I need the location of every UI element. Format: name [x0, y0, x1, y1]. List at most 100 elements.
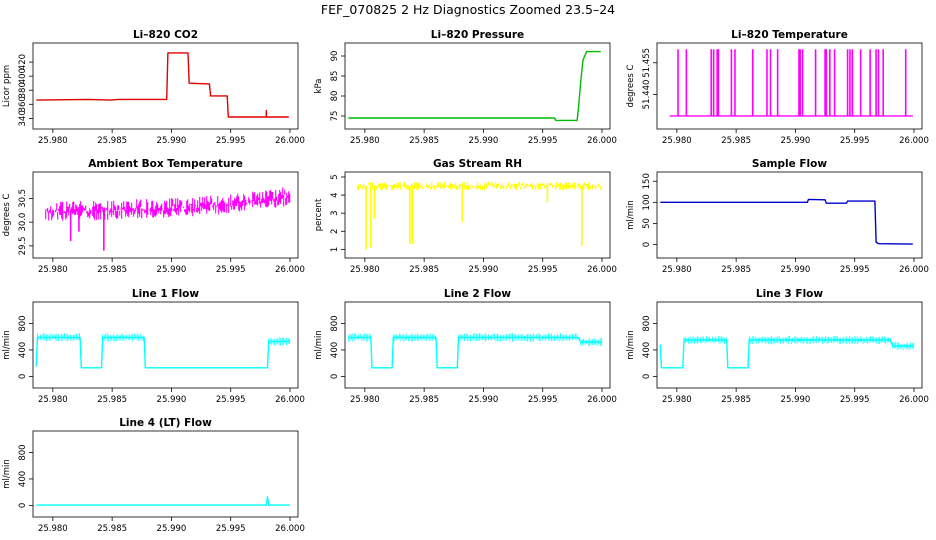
- line-4-lt-flow-xtick-label: 25.990: [157, 524, 187, 534]
- li-820-pressure-ytick-label: 90: [330, 51, 340, 62]
- line-4-lt-flow-xtick-label: 25.995: [216, 524, 246, 534]
- ambient-box-temperature-panel: Ambient Box Temperature degrees C 25.980 25…: [2, 158, 305, 275]
- line-3-flow-series-noise: [683, 335, 915, 350]
- line-1-flow-xtick-label: 26.000: [275, 395, 305, 405]
- ambient-box-temperature-xtick-label: 26.000: [275, 265, 305, 275]
- line-3-flow-ytick-label: 0: [642, 374, 652, 379]
- gas-stream-rh-xtick-label: 25.990: [469, 265, 499, 275]
- line-2-flow-xtick-label: 25.980: [350, 395, 380, 405]
- line-2-flow-ytick-label: 800: [330, 315, 340, 331]
- li-820-pressure-panel: Li–820 Pressure kPa 25.980 25.985 25.990 25.9…: [314, 29, 617, 146]
- line-4-lt-flow-ylabel: ml/min: [2, 459, 12, 489]
- line-1-flow-ytick-label: 400: [18, 342, 28, 358]
- sample-flow-title: Sample Flow: [752, 158, 827, 170]
- ambient-box-temperature-xtick-label: 25.980: [38, 265, 68, 275]
- gas-stream-rh-ytick-label: 4: [330, 192, 340, 197]
- li-820-pressure-xtick-label: 26.000: [587, 136, 617, 146]
- line-3-flow-panel: Line 3 Flow ml/min 25.980 25.985 25.990 25.99…: [626, 288, 929, 405]
- li-820-co2-ytick-label: 360: [18, 96, 28, 112]
- line-2-flow-ylabel: ml/min: [314, 330, 324, 360]
- sample-flow-xtick-label: 26.000: [899, 265, 929, 275]
- line-4-lt-flow-frame: [32, 430, 299, 518]
- li-820-temperature-xtick-label: 25.980: [662, 136, 692, 146]
- sample-flow-xtick-label: 25.980: [662, 265, 692, 275]
- ambient-box-temperature-series-band: [45, 187, 291, 221]
- li-820-temperature-xtick-label: 25.985: [721, 136, 751, 146]
- line-3-flow-xtick-label: 25.980: [662, 395, 692, 405]
- ambient-box-temperature-xtick-label: 25.990: [157, 265, 187, 275]
- figure-title: FEF_070825 2 Hz Diagnostics Zoomed 23.5–…: [320, 2, 616, 17]
- li-820-pressure-title: Li–820 Pressure: [431, 29, 524, 41]
- gas-stream-rh-panel: Gas Stream RH percent 25.980 25.985 25.990 25…: [314, 158, 617, 275]
- gas-stream-rh-ytick-label: 5: [330, 174, 340, 179]
- line-1-flow-ylabel: ml/min: [2, 330, 12, 360]
- line-3-flow-xtick-label: 25.990: [781, 395, 811, 405]
- gas-stream-rh-xtick-label: 26.000: [587, 265, 617, 275]
- line-3-flow-title: Line 3 Flow: [756, 288, 823, 300]
- line-2-flow-ytick-label: 0: [330, 374, 340, 379]
- li-820-co2-title: Li–820 CO2: [133, 29, 198, 41]
- li-820-co2-ylabel: Licor ppm: [2, 65, 12, 107]
- line-4-lt-flow-xtick-label: 25.985: [97, 524, 127, 534]
- line-4-lt-flow-panel: Line 4 (LT) Flow ml/min 25.980 25.985 25.990…: [2, 417, 305, 534]
- sample-flow-xtick-label: 25.985: [721, 265, 751, 275]
- sample-flow-series-line: [660, 198, 913, 245]
- li-820-temperature-xtick-label: 25.990: [781, 136, 811, 146]
- line-2-flow-ytick-label: 400: [330, 342, 340, 358]
- sample-flow-ylabel: ml/min: [626, 200, 636, 230]
- line-1-flow-xtick-label: 25.995: [216, 395, 246, 405]
- li-820-temperature-xtick-label: 25.995: [840, 136, 870, 146]
- gas-stream-rh-ylabel: percent: [314, 198, 324, 231]
- ambient-box-temperature-frame: [32, 171, 299, 259]
- gas-stream-rh-title: Gas Stream RH: [433, 158, 522, 170]
- line-1-flow-ytick-label: 800: [18, 315, 28, 331]
- line-1-flow-xtick-label: 25.990: [157, 395, 187, 405]
- line-3-flow-ytick-label: 400: [642, 342, 652, 358]
- li-820-co2-frame: [32, 42, 299, 130]
- gas-stream-rh-ytick-label: 1: [330, 247, 340, 252]
- li-820-co2-panel: Li–820 CO2 Licor ppm 25.980 25.985 25.990 25.…: [2, 29, 305, 146]
- gas-stream-rh-xtick-label: 25.995: [528, 265, 558, 275]
- line-3-flow-xtick-label: 26.000: [899, 395, 929, 405]
- line-1-flow-ytick-label: 0: [18, 374, 28, 379]
- li-820-pressure-xtick-label: 25.995: [528, 136, 558, 146]
- li-820-co2-xtick-label: 26.000: [275, 136, 305, 146]
- ambient-box-temperature-title: Ambient Box Temperature: [88, 158, 243, 170]
- ambient-box-temperature-ytick-label: 30.5: [18, 189, 28, 208]
- ambient-box-temperature-ytick-label: 29.5: [18, 236, 28, 255]
- line-2-flow-frame: [344, 301, 611, 389]
- line-2-flow-series-line: [348, 336, 602, 369]
- sample-flow-frame: [656, 171, 923, 259]
- line-4-lt-flow-ytick-label: 0: [18, 503, 28, 508]
- li-820-pressure-ylabel: kPa: [314, 79, 324, 94]
- gas-stream-rh-frame: [344, 171, 611, 259]
- sample-flow-panel: Sample Flow ml/min 25.980 25.985 25.990 25.99…: [626, 158, 929, 275]
- line-3-flow-xtick-label: 25.985: [721, 395, 751, 405]
- gas-stream-rh-series-band: [357, 181, 603, 191]
- line-1-flow-frame: [32, 301, 299, 389]
- line-1-flow-title: Line 1 Flow: [132, 288, 199, 300]
- sample-flow-xtick-label: 25.990: [781, 265, 811, 275]
- li-820-co2-series-line: [36, 52, 289, 118]
- line-4-lt-flow-title: Line 4 (LT) Flow: [119, 417, 212, 429]
- line-4-lt-flow-series-line: [36, 496, 290, 506]
- line-3-flow-series-line: [659, 339, 914, 369]
- gas-stream-rh-xtick-label: 25.985: [409, 265, 439, 275]
- li-820-temperature-ytick-label: 51.440: [642, 80, 652, 110]
- li-820-pressure-xtick-label: 25.990: [469, 136, 499, 146]
- li-820-temperature-title: Li–820 Temperature: [731, 29, 848, 41]
- gas-stream-rh-xtick-label: 25.980: [350, 265, 380, 275]
- li-820-temperature-ytick-label: 51.455: [642, 48, 652, 78]
- line-3-flow-xtick-label: 25.995: [840, 395, 870, 405]
- line-1-flow-xtick-label: 25.985: [97, 395, 127, 405]
- line-3-flow-ytick-label: 800: [642, 315, 652, 331]
- line-3-flow-frame: [656, 301, 923, 389]
- ambient-box-temperature-xtick-label: 25.985: [97, 265, 127, 275]
- line-2-flow-xtick-label: 25.990: [469, 395, 499, 405]
- line-2-flow-xtick-label: 25.995: [528, 395, 558, 405]
- ambient-box-temperature-ytick-label: 30.0: [18, 213, 28, 232]
- line-2-flow-xtick-label: 26.000: [587, 395, 617, 405]
- line-1-flow-series-line: [35, 336, 290, 369]
- li-820-co2-ytick-label: 420: [18, 54, 28, 70]
- sample-flow-ytick-label: 50: [642, 218, 652, 229]
